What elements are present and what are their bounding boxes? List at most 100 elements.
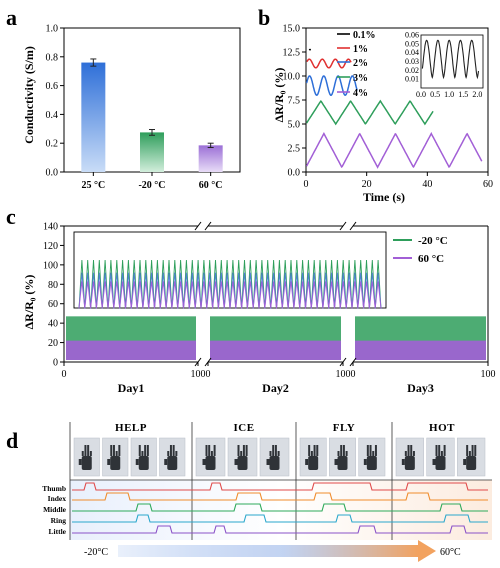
hand-finger: [205, 445, 208, 456]
hand-finger: [440, 451, 443, 456]
x-tick-label: 40: [422, 179, 432, 190]
y-tick-label: 100: [43, 260, 58, 271]
hand-finger: [369, 445, 372, 456]
hand-finger: [474, 445, 477, 456]
word-label-0: HELP: [115, 422, 147, 434]
legend-label-3: 3%: [353, 73, 368, 84]
legend-label-1: 60 °C: [418, 253, 444, 265]
segment-label-0: Day1: [118, 381, 145, 395]
hand-finger: [435, 445, 438, 456]
hand-finger: [308, 445, 311, 456]
hand-finger: [240, 451, 243, 456]
inset-x-tick-label: 0.5: [430, 90, 440, 99]
finger-signal-4: [72, 525, 488, 534]
word-label-2: FLY: [333, 422, 356, 434]
hand-thumb: [164, 459, 168, 465]
hand-finger: [272, 445, 275, 456]
inset-y-tick-label: 0.04: [405, 48, 419, 57]
y-tick-label: 140: [43, 222, 58, 233]
axis-break: [339, 221, 347, 231]
hand-finger: [366, 445, 369, 456]
x-tick-label: 25 °C: [81, 180, 105, 191]
x-tick-label: 60: [483, 179, 493, 190]
hand-thumb: [432, 459, 436, 465]
hand-finger: [337, 451, 340, 456]
series-1-line: [306, 58, 352, 69]
temperature-arrowhead: [418, 540, 436, 562]
hand-finger: [89, 451, 92, 456]
hand-palm: [81, 456, 92, 470]
x-tick-label: 0: [351, 369, 356, 380]
hand-thumb: [334, 459, 338, 465]
axis-break: [349, 357, 357, 367]
hand-palm: [435, 456, 446, 470]
hand-finger: [118, 445, 121, 456]
hand-finger: [310, 451, 313, 456]
bar-1: [140, 132, 164, 172]
hand-finger: [468, 451, 471, 456]
word-label-3: HOT: [429, 422, 455, 434]
hand-thumb: [463, 459, 467, 465]
y-tick-label: 0.4: [46, 110, 59, 121]
inset-line: [421, 39, 480, 80]
panel-b-letter: b: [258, 5, 270, 30]
hand-finger: [167, 451, 170, 456]
hand-palm: [138, 456, 149, 470]
hand-finger: [471, 445, 474, 456]
x-tick-label: -20 °C: [138, 180, 165, 191]
hand-finger: [316, 445, 319, 456]
legend-label-1: 1%: [353, 44, 368, 55]
hand-finger: [169, 445, 172, 456]
hand-finger: [345, 451, 348, 456]
x-tick-label: 0: [304, 179, 309, 190]
finger-signal-2: [72, 503, 488, 512]
hand-finger: [144, 445, 147, 456]
inset-y-tick-label: 0.06: [405, 31, 419, 40]
hand-finger: [175, 451, 178, 456]
hand-finger: [87, 445, 90, 456]
y-tick-label: 10.0: [283, 72, 301, 83]
y-tick-label: 0.6: [46, 81, 59, 92]
y-tick-label: 0: [53, 358, 58, 369]
panel-b-xlabel: Time (s): [363, 190, 405, 204]
y-tick-label: 12.5: [283, 48, 301, 59]
hand-finger: [146, 445, 149, 456]
panel-b-ylabel: ΔR/R₀ (%): [272, 68, 286, 123]
hand-palm: [269, 456, 280, 470]
x-tick-label: 0: [206, 369, 211, 380]
hand-finger: [213, 445, 216, 456]
hand-finger: [374, 445, 377, 456]
panel-b: b ΔR/R₀ (%) Time (s) 0.0 2.5 5.0 7.5 10.0 12.…: [258, 5, 493, 204]
bar-2: [198, 145, 223, 172]
hand-finger: [84, 445, 87, 456]
hand-finger: [277, 451, 280, 456]
legend-label-0: 0.1%: [353, 30, 376, 41]
y-tick-label: 0.0: [46, 168, 59, 179]
finger-signal-0: [72, 482, 488, 491]
hand-finger: [112, 445, 115, 456]
hand-thumb: [78, 459, 82, 465]
y-tick-label: 0.0: [288, 168, 301, 179]
inset-y-tick-label: 0.01: [405, 75, 419, 84]
y-tick-label: 2.5: [288, 144, 301, 155]
axis-break: [349, 221, 357, 231]
finger-label-0: Thumb: [42, 484, 66, 493]
panel-a-ylabel: Conductivity (S/m): [22, 46, 36, 144]
legend-label-0: -20 °C: [418, 235, 448, 247]
hand-palm: [337, 456, 348, 470]
hand-finger: [245, 445, 248, 456]
hand-finger: [210, 451, 213, 456]
segment-label-1: Day2: [262, 381, 289, 395]
y-tick-label: 1.0: [46, 24, 59, 35]
legend-label-2: 2%: [353, 58, 368, 69]
hand-finger: [313, 445, 316, 456]
band-0-purple: [66, 340, 196, 360]
panel-a-letter: a: [6, 5, 17, 30]
inset-y-tick-label: 0.03: [405, 57, 419, 66]
hand-palm: [167, 456, 178, 470]
hand-finger: [81, 451, 84, 456]
hand-thumb: [401, 459, 405, 465]
hand-finger: [172, 445, 175, 456]
